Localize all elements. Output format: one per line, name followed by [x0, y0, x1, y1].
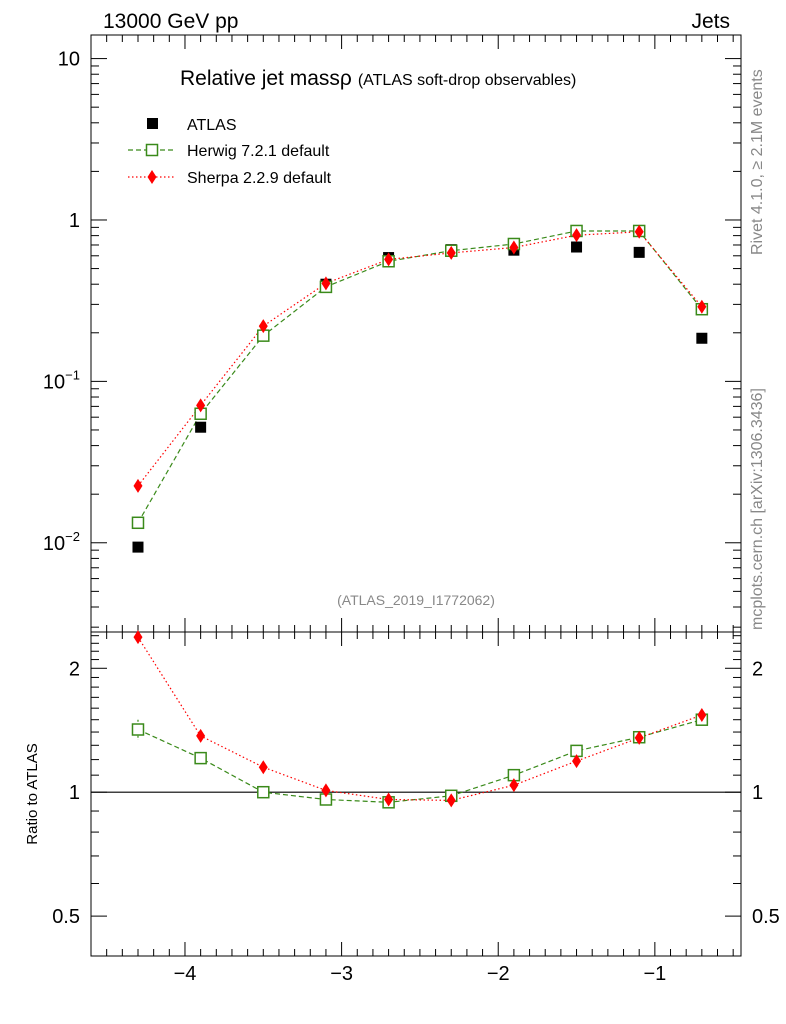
energy-label: 13000 GeV pp	[103, 10, 238, 33]
x-tick-label: −4	[174, 963, 197, 985]
sherpa-main-point	[133, 478, 143, 493]
sherpa-ratio-point	[196, 728, 206, 743]
legend-sherpa-label: Sherpa 2.2.9 default	[187, 170, 332, 187]
legend-herwig-marker	[145, 143, 159, 157]
sherpa-main-point	[258, 319, 268, 334]
ratio-panel-frame	[90, 631, 742, 957]
sherpa-ratio-point	[634, 730, 644, 745]
atlas-main-point	[633, 246, 645, 258]
process-label: Jets	[691, 10, 730, 33]
y-tick-label: 10−1	[43, 367, 80, 393]
sherpa-main-point	[384, 252, 394, 267]
sherpa-ratio-point	[384, 792, 394, 807]
herwig-main-line	[137, 230, 703, 524]
sherpa-main-line	[137, 231, 703, 487]
ratio-tick-label-right: 1	[752, 782, 763, 804]
ratio-tick-label-left: 2	[69, 658, 80, 680]
sherpa-ratio-point	[446, 793, 456, 808]
rivet-label: Rivet 4.1.0, ≥ 2.1M events	[749, 69, 766, 255]
sherpa-main-point	[446, 245, 456, 260]
y-tick-label: 1	[69, 210, 80, 232]
atlas-main-point	[195, 421, 207, 433]
y-tick-label: 10−2	[43, 529, 80, 555]
chart-title-main: Relative jet massρ	[180, 67, 352, 90]
legend-atlas-label: ATLAS	[187, 117, 237, 134]
legend-atlas-marker	[147, 118, 158, 129]
chart-title-sub: (ATLAS soft-drop observables)	[358, 72, 576, 89]
ratio-tick-label-right: 2	[752, 658, 763, 680]
axes: −4 −3 −2 −1 10 1 10−1 10−2 2 2 1 1 0.5 0.5	[43, 35, 780, 985]
chart-title: Relative jet massρ (ATLAS soft-drop obser…	[180, 67, 576, 90]
analysis-id: (ATLAS_2019_I1772062)	[337, 592, 495, 608]
herwig-ratio-line	[137, 719, 702, 803]
sherpa-main-point	[196, 398, 206, 413]
sherpa-main-point	[634, 224, 644, 239]
legend: ATLAS Herwig 7.2.1 default Sherpa 2.2.9 …	[128, 117, 332, 187]
herwig-ratio-point	[194, 751, 207, 765]
herwig-main-point	[131, 516, 145, 530]
sherpa-ratio-point	[697, 708, 707, 723]
legend-herwig-label: Herwig 7.2.1 default	[187, 143, 330, 160]
sherpa-ratio-line	[137, 636, 703, 802]
sherpa-ratio-point	[572, 754, 582, 769]
sherpa-ratio-point	[258, 760, 268, 775]
sherpa-ratio-point	[133, 630, 143, 645]
legend-sherpa-marker	[147, 170, 157, 184]
sherpa-main-point	[697, 299, 707, 314]
sherpa-main-point	[321, 276, 331, 291]
herwig-ratio-point	[131, 723, 145, 736]
sherpa-ratio-point	[509, 778, 519, 793]
series	[131, 224, 709, 809]
y-tick-label: 10	[58, 49, 80, 71]
ratio-ylabel: Ratio to ATLAS	[24, 743, 41, 844]
atlas-main-point	[696, 332, 708, 344]
sherpa-main-point	[572, 228, 582, 243]
x-tick-label: −2	[487, 963, 510, 985]
atlas-main-point	[571, 241, 583, 253]
atlas-main-point	[132, 541, 144, 553]
sherpa-main-point	[509, 240, 519, 255]
sherpa-ratio-point	[321, 783, 331, 798]
herwig-ratio-point	[257, 785, 270, 799]
x-tick-label: −1	[643, 963, 666, 985]
ratio-tick-label-right: 0.5	[752, 906, 780, 928]
source-label: mcplots.cern.ch [arXiv:1306.3436]	[749, 388, 766, 630]
ratio-tick-label-left: 1	[69, 782, 80, 804]
x-tick-label: −3	[330, 963, 353, 985]
ratio-tick-label-left: 0.5	[52, 906, 80, 928]
